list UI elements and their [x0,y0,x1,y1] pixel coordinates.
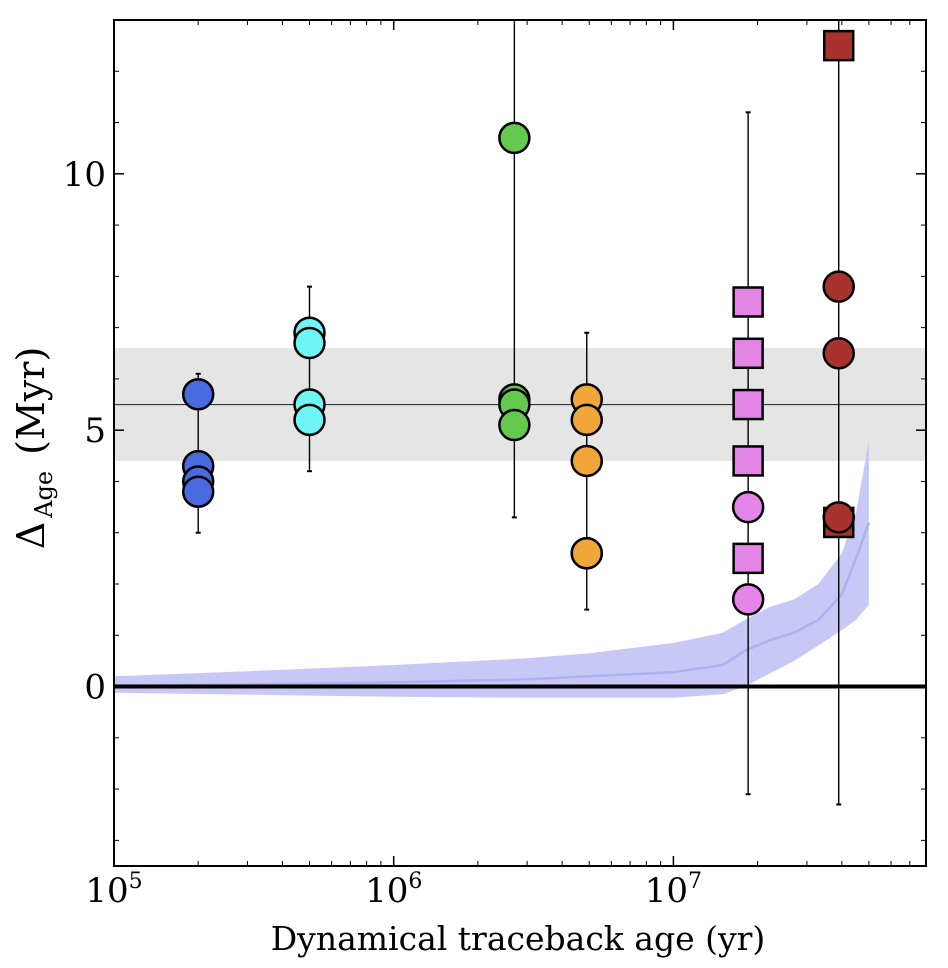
data-point-circle [570,536,604,570]
data-point-circle [731,583,765,616]
y-axis-label-unit: (Myr) [9,347,53,455]
y-tick-label: 10 [63,155,106,195]
data-point-circle [498,121,531,155]
model-band-layer [113,440,871,698]
x-axis-label: Dynamical traceback age (yr) [271,919,766,958]
x-tick-label-base: 10 [365,871,408,911]
y-axis-label-main: Δ [9,522,53,549]
data-point-circle [822,501,855,534]
x-tick-label: 106 [365,869,422,911]
x-tick-label-base: 10 [645,871,688,911]
data-point-circle [293,403,326,437]
data-point-circle [181,475,215,508]
data-point-circle [822,337,855,370]
markers-layer [181,29,855,616]
x-tick-label-exponent: 6 [408,869,422,894]
data-point-circle [181,378,215,411]
y-tick-label: 0 [84,668,106,708]
data-point-square [732,337,764,370]
data-point-circle [731,490,765,524]
y-axis-label-subscript: Age [30,471,58,519]
data-point-square [732,445,764,477]
x-tick-label-exponent: 7 [688,869,702,894]
y-tick-label: 5 [84,411,106,451]
data-point-square [822,29,855,62]
data-point-square [732,388,764,421]
data-point-circle [822,270,855,303]
data-point-square [732,286,764,318]
x-tick-label-base: 10 [85,871,128,911]
data-point-circle [498,408,531,442]
model-median-line [113,522,871,687]
data-point-circle [570,444,604,478]
x-tick-label-exponent: 5 [129,869,143,894]
data-point-circle [293,326,326,360]
plot-frame-layer [113,19,927,867]
x-tick-label: 107 [645,869,702,911]
data-point-circle [570,403,604,437]
plot-frame [113,19,927,867]
data-point-square [732,542,764,575]
x-tick-label: 105 [85,869,142,911]
y-axis-label: Δ Age (Myr) [9,347,58,550]
